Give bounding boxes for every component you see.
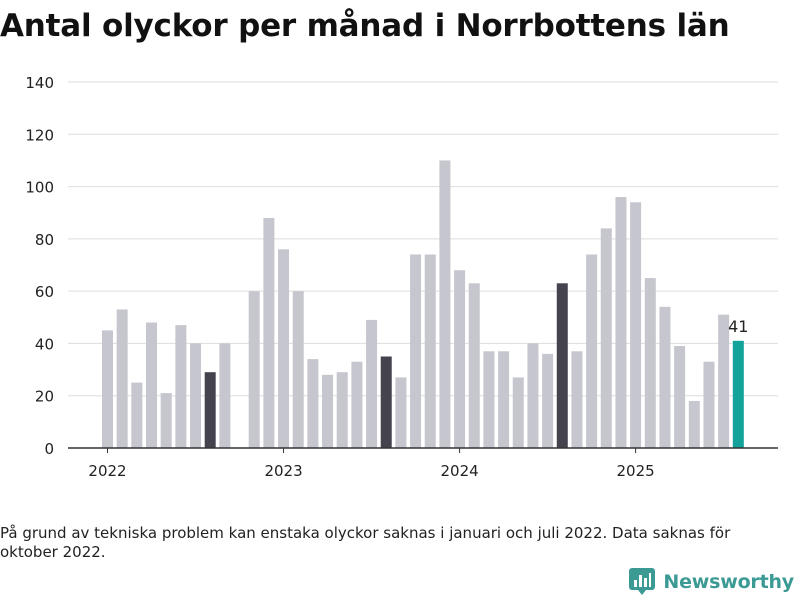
y-tick-label: 120 xyxy=(25,126,54,144)
bar-2023-05 xyxy=(336,372,348,448)
bar-2024-02 xyxy=(468,283,480,448)
logo-text: Newsworthy xyxy=(663,571,794,593)
data-labels: 41 xyxy=(728,317,748,336)
bar-2024-03 xyxy=(483,351,495,448)
newsworthy-logo: Newsworthy xyxy=(629,568,794,596)
bar-2024-06 xyxy=(527,343,539,448)
bar-2022-06 xyxy=(175,325,187,448)
bar-2024-10 xyxy=(586,254,598,448)
bar-2022-08 xyxy=(204,372,216,448)
bar-2024-09 xyxy=(571,351,583,448)
bar-2022-09 xyxy=(219,343,231,448)
bar-2022-07 xyxy=(190,343,202,448)
x-axis: 2022 2023 2024 2025 xyxy=(68,447,778,480)
bar-2023-02 xyxy=(292,291,304,448)
bar-2025-06 xyxy=(703,361,715,448)
y-tick-label: 20 xyxy=(35,388,54,406)
bar-2025-03 xyxy=(659,306,671,448)
bar-2022-12 xyxy=(263,217,275,448)
bar-2025-07 xyxy=(718,314,730,448)
bar-2023-12 xyxy=(439,160,451,448)
bar-2023-08 xyxy=(380,356,392,448)
gridlines: 0 20 40 60 80 100 120 140 xyxy=(25,74,778,458)
bar-2022-03 xyxy=(131,382,143,448)
bar-2025-04 xyxy=(674,346,686,448)
bar-2023-09 xyxy=(395,377,407,448)
y-tick-label: 0 xyxy=(44,440,54,458)
bar-2023-01 xyxy=(278,249,290,448)
data-label: 41 xyxy=(728,317,748,336)
bar-2025-01 xyxy=(630,202,642,448)
bar-2022-05 xyxy=(160,393,172,448)
bar-2024-12 xyxy=(615,197,627,448)
y-tick-label: 80 xyxy=(35,231,54,249)
y-tick-label: 60 xyxy=(35,283,54,301)
footnote: På grund av tekniska problem kan enstaka… xyxy=(0,524,731,561)
x-tick-label: 2022 xyxy=(88,462,126,480)
chart-title: Antal olyckor per månad i Norrbottens lä… xyxy=(0,8,730,44)
bar-2023-07 xyxy=(366,319,378,448)
newsworthy-logo-icon xyxy=(629,568,656,595)
bar-2024-08 xyxy=(556,283,568,448)
bar-2025-05 xyxy=(688,400,700,448)
bar-2023-03 xyxy=(307,359,319,448)
bar-2025-02 xyxy=(644,278,656,448)
bar-2024-07 xyxy=(542,353,554,448)
x-tick-label: 2023 xyxy=(264,462,302,480)
bar-2022-04 xyxy=(146,322,158,448)
bar-2023-04 xyxy=(322,374,334,448)
bar-2023-10 xyxy=(410,254,422,448)
bar-2023-11 xyxy=(424,254,436,448)
bar-2023-06 xyxy=(351,361,363,448)
bar-2024-05 xyxy=(512,377,524,448)
bars xyxy=(102,160,744,448)
bar-chart: 0 20 40 60 80 100 120 140 41 2022 2023 2024 2025 xyxy=(25,74,778,480)
y-tick-label: 140 xyxy=(25,74,54,92)
x-tick-label: 2024 xyxy=(440,462,478,480)
bar-2022-02 xyxy=(116,309,128,448)
bar-2025-08 xyxy=(732,340,744,448)
y-tick-label: 100 xyxy=(25,179,54,197)
bar-2024-04 xyxy=(498,351,510,448)
y-tick-label: 40 xyxy=(35,335,54,353)
bar-2022-01 xyxy=(102,330,113,448)
x-tick-label: 2025 xyxy=(617,462,655,480)
bar-2024-01 xyxy=(454,270,466,448)
bar-2024-11 xyxy=(600,228,612,448)
bar-2022-11 xyxy=(248,291,260,448)
